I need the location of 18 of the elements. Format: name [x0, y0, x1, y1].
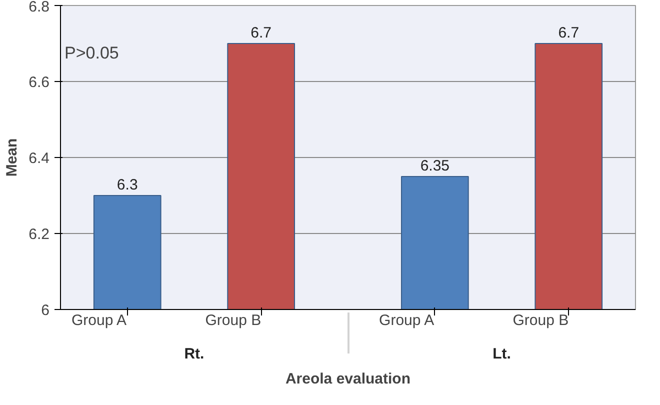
y-tick-label: 6.4 — [28, 150, 50, 167]
y-tick-label: 6.2 — [28, 226, 50, 243]
text: Group A — [379, 312, 434, 329]
series-label: Group B — [205, 312, 262, 329]
annotation: P>0.05 — [64, 44, 119, 62]
data-label: 6.35 — [420, 158, 450, 174]
x-tick-label: Lt. — [492, 346, 511, 362]
y-tick-label: 6 — [41, 302, 50, 319]
y-tick-label: 6.8 — [28, 0, 50, 16]
data-label: 6.7 — [558, 24, 580, 42]
y-tick-label: 6.6 — [28, 74, 50, 91]
x-axis-title: Areola evaluation — [285, 370, 411, 388]
x-tick-label: Rt. — [184, 346, 204, 362]
series-label: Group A — [72, 312, 127, 329]
data-label: 6.3 — [116, 176, 138, 194]
text: Group B — [512, 312, 569, 329]
y-axis-title: Mean — [4, 138, 21, 177]
data-label: 6.7 — [250, 24, 272, 42]
